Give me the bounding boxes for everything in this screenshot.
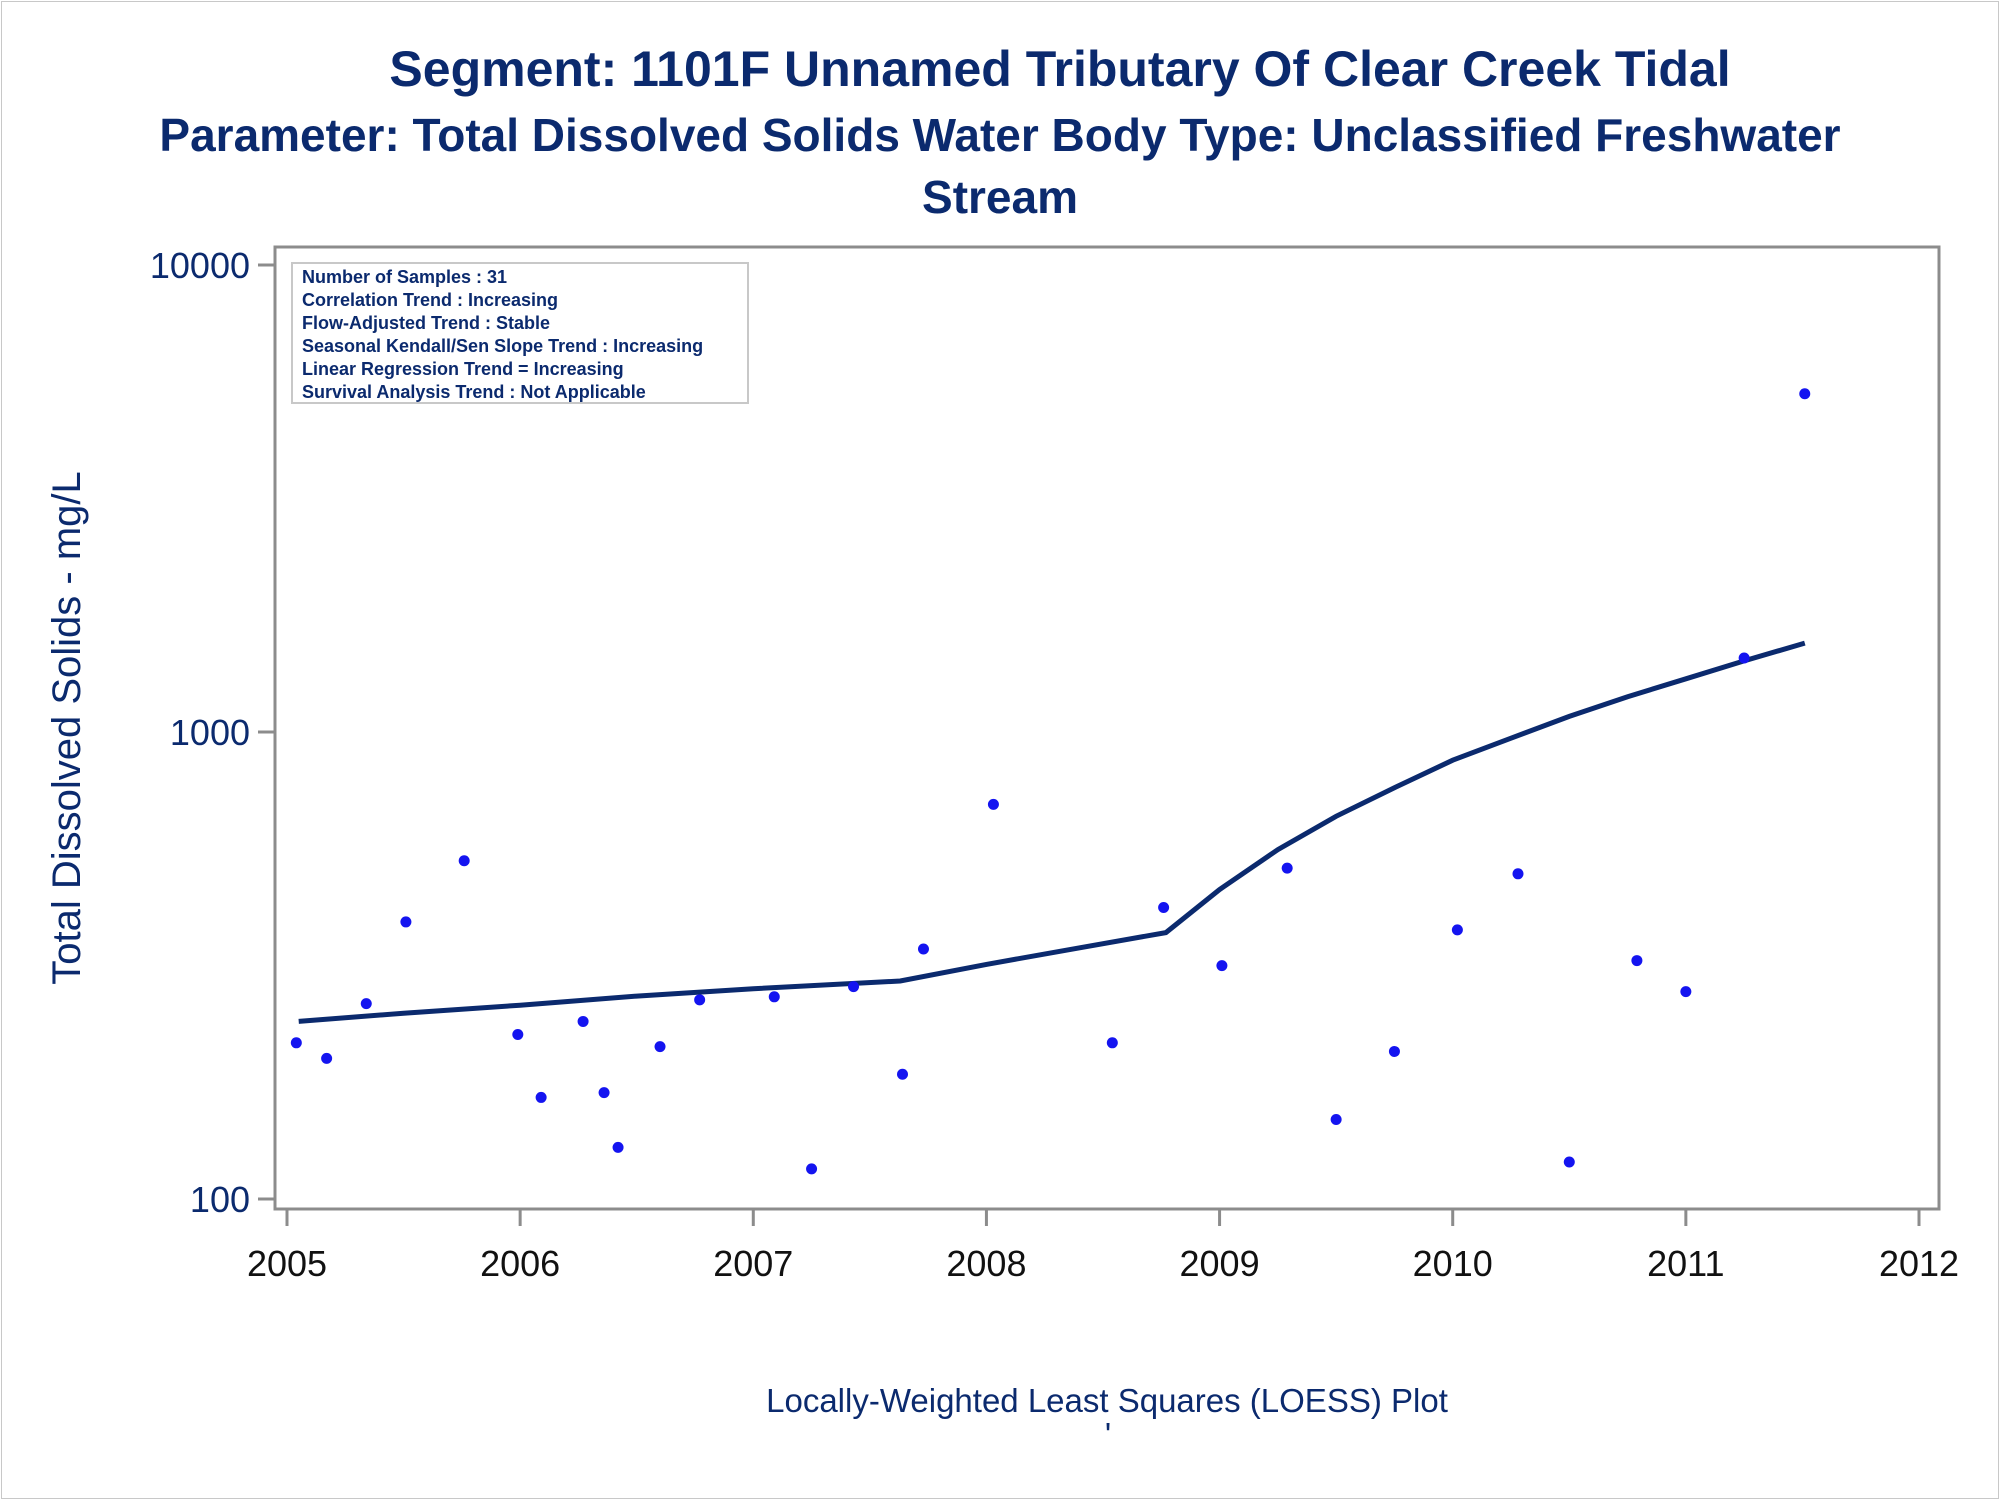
data-point bbox=[1512, 868, 1524, 880]
x-axis: 2005 2006 2007 2008 2009 2010 2011 2012 bbox=[247, 1209, 1959, 1284]
data-point bbox=[1631, 955, 1643, 967]
x-tick-label: 2009 bbox=[1180, 1243, 1260, 1284]
chart-subtitle: Parameter: Total Dissolved Solids Water … bbox=[159, 109, 1841, 223]
y-axis-label: Total Dissolved Solids - mg/L bbox=[45, 471, 89, 985]
data-point bbox=[1680, 986, 1692, 998]
data-point bbox=[512, 1029, 524, 1041]
y-tick-label: 1000 bbox=[170, 712, 250, 753]
data-point bbox=[1216, 960, 1228, 972]
data-point bbox=[694, 994, 706, 1006]
footer-mark: ' bbox=[1105, 1416, 1111, 1453]
data-point bbox=[1106, 1037, 1118, 1049]
data-point bbox=[654, 1041, 666, 1053]
y-tick-label: 100 bbox=[190, 1179, 250, 1220]
data-point bbox=[598, 1087, 610, 1099]
chart-title: Segment: 1101F Unnamed Tributary Of Clea… bbox=[389, 41, 1731, 97]
data-point bbox=[1388, 1045, 1400, 1057]
x-tick-label: 2006 bbox=[480, 1243, 560, 1284]
trend-summary-border bbox=[291, 262, 749, 404]
x-tick-label: 2012 bbox=[1879, 1243, 1959, 1284]
plot-area bbox=[273, 245, 1941, 1211]
trend-summary-line: Linear Regression Trend = Increasing bbox=[302, 359, 624, 379]
y-axis: 100 1000 10000 bbox=[150, 245, 275, 1220]
x-tick-label: 2010 bbox=[1413, 1243, 1493, 1284]
y-tick-label: 10000 bbox=[150, 245, 250, 286]
data-point bbox=[768, 991, 780, 1003]
data-point bbox=[1799, 388, 1811, 400]
data-point bbox=[1281, 862, 1293, 874]
trend-summary-box: Number of Samples : 31 Correlation Trend … bbox=[291, 262, 749, 404]
data-point bbox=[1158, 901, 1170, 913]
footer-text: Locally-Weighted Least Squares (LOESS) P… bbox=[766, 1382, 1448, 1419]
data-point bbox=[1451, 924, 1463, 936]
loess-line bbox=[298, 640, 1806, 1024]
data-point bbox=[612, 1141, 624, 1153]
trend-summary-line: Correlation Trend : Increasing bbox=[302, 290, 558, 310]
x-tick-label: 2008 bbox=[946, 1243, 1026, 1284]
data-points bbox=[290, 388, 1811, 1175]
data-point bbox=[1738, 652, 1750, 664]
data-point bbox=[987, 798, 999, 810]
data-point bbox=[1330, 1113, 1342, 1125]
data-point bbox=[290, 1037, 302, 1049]
data-point bbox=[321, 1052, 333, 1064]
data-point bbox=[806, 1163, 818, 1175]
data-point bbox=[360, 998, 372, 1010]
trend-summary-line: Seasonal Kendall/Sen Slope Trend : Incre… bbox=[302, 336, 703, 356]
data-point bbox=[848, 981, 860, 993]
data-point bbox=[458, 855, 470, 867]
trend-summary-line: Number of Samples : 31 bbox=[302, 267, 507, 287]
trend-summary-line: Flow-Adjusted Trend : Stable bbox=[302, 313, 550, 333]
data-point bbox=[1563, 1156, 1575, 1168]
x-tick-label: 2005 bbox=[247, 1243, 327, 1284]
data-point bbox=[400, 916, 412, 928]
trend-summary-line: Survival Analysis Trend : Not Applicable bbox=[302, 382, 646, 402]
data-point bbox=[917, 943, 929, 955]
data-point bbox=[577, 1015, 589, 1027]
x-tick-label: 2011 bbox=[1647, 1243, 1724, 1284]
x-tick-label: 2007 bbox=[713, 1243, 793, 1284]
data-point bbox=[535, 1091, 547, 1103]
data-point bbox=[896, 1068, 908, 1080]
